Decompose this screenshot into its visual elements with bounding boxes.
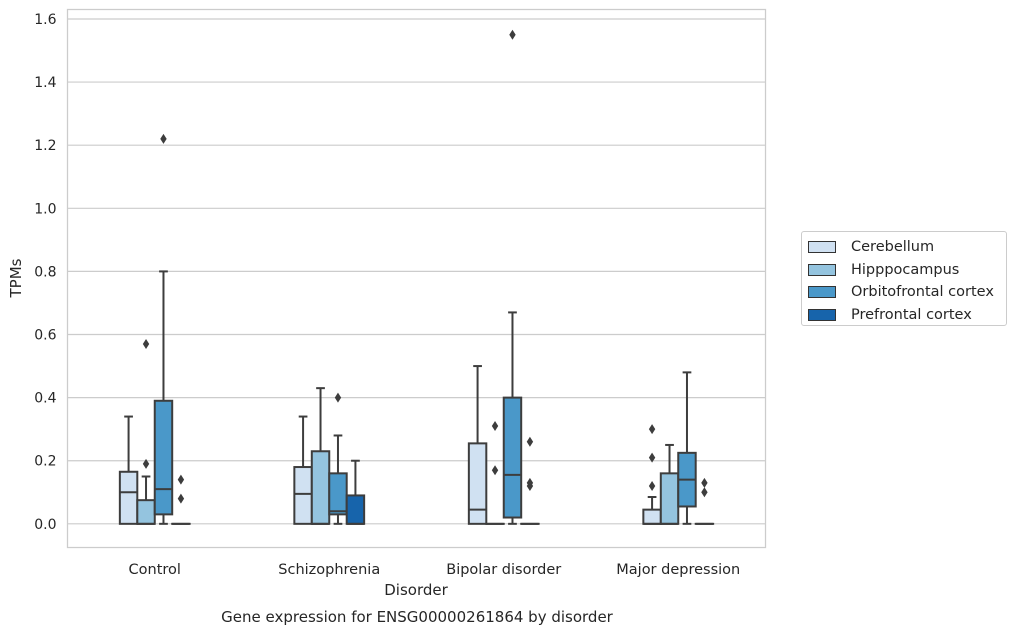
box	[293, 466, 313, 525]
box	[659, 472, 680, 525]
outlier-point	[160, 133, 167, 144]
box-0-2	[467, 365, 488, 525]
y-tick-label: 0.2	[34, 454, 56, 470]
y-tick-labels: 0.0 0.2 0.4 0.6 0.8 1.0 1.2 1.4 1.6	[34, 12, 56, 533]
x-tick-label: Major depression	[616, 562, 740, 578]
outlier-point	[648, 452, 656, 463]
box	[118, 470, 139, 525]
legend-label: Hipppocampus	[851, 261, 960, 278]
box	[467, 442, 488, 525]
outlier-point	[177, 493, 185, 504]
legend: Cerebellum Hipppocampus Orbitofrontal co…	[801, 231, 1007, 326]
y-axis-label: TPMs	[7, 258, 25, 298]
box-1-0	[136, 338, 156, 525]
x-tick-labels: Control Schizophrenia Bipolar disorder Majo…	[129, 562, 741, 578]
box-2-2	[502, 29, 523, 525]
legend-item: Orbitofrontal cortex	[808, 281, 1006, 304]
plot-frame	[66, 8, 767, 549]
box	[136, 499, 156, 525]
box-0-0	[118, 415, 139, 525]
outlier-point	[701, 487, 708, 498]
box	[153, 399, 174, 516]
x-tick-label: Bipolar disorder	[446, 562, 561, 578]
outlier-point	[509, 29, 516, 40]
legend-item: Cerebellum	[808, 236, 1006, 259]
outlier-point	[491, 465, 499, 476]
outlier-point	[334, 392, 342, 403]
box	[328, 472, 348, 516]
box-1-1	[310, 387, 331, 525]
outlier-point	[701, 477, 708, 488]
y-tick-label: 1.4	[34, 75, 56, 91]
box-3-3	[694, 477, 715, 525]
box-3-2	[520, 436, 540, 525]
box	[642, 508, 662, 525]
legend-item: Prefrontal cortex	[808, 304, 1006, 327]
grid-lines	[67, 18, 766, 525]
y-tick-label: 0.0	[34, 517, 56, 533]
outlier-point	[648, 480, 656, 491]
outlier-point	[648, 424, 656, 435]
outlier-point	[526, 436, 534, 447]
y-tick-label: 1.0	[34, 201, 56, 217]
legend-swatch	[808, 241, 836, 254]
legend-label: Cerebellum	[851, 239, 935, 256]
outlier-point	[142, 458, 150, 469]
box-2-1	[328, 392, 348, 525]
outlier-point	[177, 474, 185, 485]
legend-label: Orbitofrontal cortex	[851, 284, 994, 301]
y-tick-label: 1.2	[34, 138, 56, 154]
box-1-3	[659, 443, 680, 525]
legend-swatch	[808, 286, 836, 299]
x-axis-label: Disorder	[384, 581, 448, 599]
box	[345, 494, 366, 525]
box-1-2	[485, 421, 505, 525]
box-2-0	[153, 133, 174, 525]
legend-swatch	[808, 308, 836, 321]
box-0-3	[642, 424, 662, 525]
box-3-1	[345, 459, 366, 525]
outlier-point	[142, 338, 150, 349]
y-tick-label: 0.4	[34, 391, 56, 407]
boxes	[118, 29, 715, 525]
chart-title: Gene expression for ENSG00000261864 by d…	[221, 608, 614, 626]
y-tick-label: 0.8	[34, 264, 56, 280]
box	[502, 396, 523, 519]
legend-label: Prefrontal cortex	[851, 306, 972, 323]
y-tick-label: 1.6	[34, 12, 56, 28]
outlier-point	[526, 477, 534, 488]
box-3-0	[171, 474, 191, 525]
box-0-1	[293, 415, 313, 525]
x-tick-label: Schizophrenia	[278, 562, 380, 578]
x-tick-label: Control	[129, 562, 181, 578]
y-tick-label: 0.6	[34, 328, 56, 344]
legend-swatch	[808, 263, 836, 276]
box-2-3	[677, 371, 697, 525]
legend-item: Hipppocampus	[808, 259, 1006, 282]
box	[310, 450, 331, 525]
outlier-point	[491, 421, 499, 432]
